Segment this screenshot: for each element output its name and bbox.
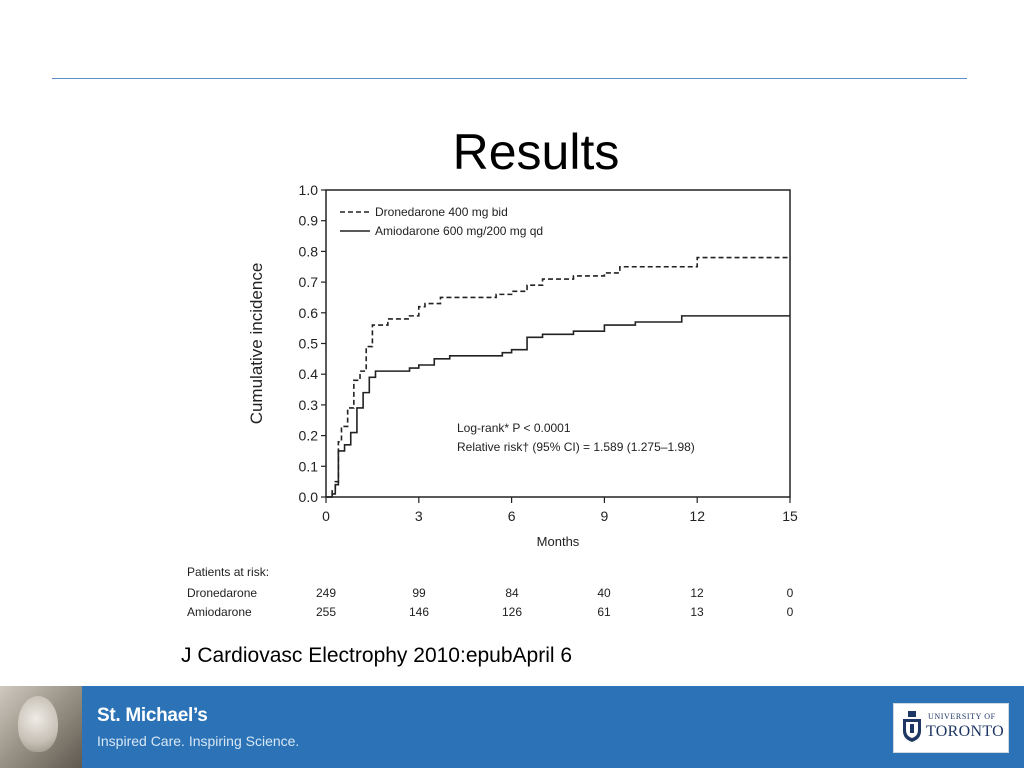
at-risk-row-label: Dronedarone [187,586,257,600]
citation-text: J Cardiovasc Electrophy 2010:epubApril 6 [181,644,573,667]
at-risk-cell: 126 [502,605,522,619]
statue-photo [0,686,82,768]
y-tick-label: 0.9 [299,213,319,229]
x-tick-label: 9 [601,508,609,524]
at-risk-cell: 146 [409,605,429,619]
at-risk-cell: 0 [787,605,794,619]
stats-annotation-1: Log-rank* P < 0.0001 [457,421,571,435]
at-risk-cell: 99 [412,586,426,600]
at-risk-cell: 13 [690,605,704,619]
legend-label-2: Amiodarone 600 mg/200 mg qd [375,224,543,238]
x-tick-label: 6 [508,508,516,524]
stats-annotation-2: Relative risk† (95% CI) = 1.589 (1.275–1… [457,440,695,454]
footer-bar: St. Michael’s Inspired Care. Inspiring S… [0,686,1024,768]
university-small-label: UNIVERSITY OF [928,712,996,721]
top-divider-line [52,78,967,79]
y-tick-label: 0.0 [299,489,319,505]
university-of-toronto-logo: UNIVERSITY OF TORONTO [893,703,1009,753]
st-michaels-logo-text: St. Michael’s [97,705,208,726]
university-big-label: TORONTO [926,723,1004,740]
at-risk-cell: 40 [597,586,611,600]
y-tick-label: 0.8 [299,243,319,259]
y-axis-label: Cumulative incidence [247,263,266,425]
at-risk-cell: 249 [316,586,336,600]
y-tick-label: 1.0 [299,182,319,198]
x-tick-label: 3 [415,508,423,524]
series-line-1 [326,256,790,498]
x-tick-label: 12 [689,508,705,524]
at-risk-heading: Patients at risk: [187,565,269,579]
legend-label-1: Dronedarone 400 mg bid [375,205,508,219]
y-tick-label: 0.5 [299,336,319,352]
at-risk-cell: 61 [597,605,611,619]
y-tick-label: 0.2 [299,428,319,444]
crest-icon [903,711,921,742]
y-tick-label: 0.4 [299,366,319,382]
y-tick-label: 0.6 [299,305,319,321]
y-tick-label: 0.7 [299,274,319,290]
at-risk-cell: 0 [787,586,794,600]
slide-title: Results [452,124,620,180]
x-axis-label: Months [537,534,580,549]
x-tick-label: 15 [782,508,798,524]
x-tick-label: 0 [322,508,330,524]
at-risk-row-label: Amiodarone [187,605,252,619]
at-risk-cell: 12 [690,586,704,600]
at-risk-cell: 84 [505,586,519,600]
at-risk-cell: 255 [316,605,336,619]
y-tick-label: 0.3 [299,397,319,413]
y-tick-label: 0.1 [299,458,319,474]
series-line-2 [326,315,790,498]
chart-legend: Dronedarone 400 mg bid Amiodarone 600 mg/… [340,205,543,238]
st-michaels-tagline: Inspired Care. Inspiring Science. [97,733,300,749]
at-risk-table: Patients at risk: Dronedarone 249 99 84 40 12 0… [187,565,794,619]
